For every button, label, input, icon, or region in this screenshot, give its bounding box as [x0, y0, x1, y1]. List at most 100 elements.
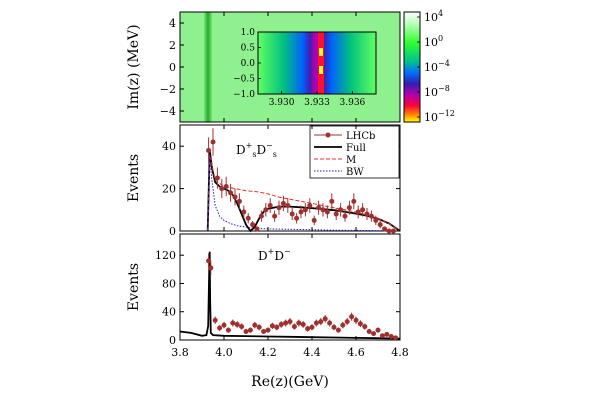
dsds-data-point: [386, 228, 392, 234]
dsds-data-point: [254, 226, 260, 232]
x-tick-label: 4.0: [215, 346, 233, 359]
dd-data-point: [313, 319, 319, 327]
dd-data-point: [274, 324, 280, 331]
legend-label-lhcb: LHCb: [346, 131, 375, 142]
inset-pole-lower: [319, 66, 323, 74]
dd-data-point: [239, 323, 245, 330]
legend-label-full: Full: [346, 143, 366, 154]
dsds-data-point: [280, 195, 286, 212]
dsds-curve-bw: [207, 154, 401, 232]
inset-x-tick-label: 3.930: [269, 98, 295, 108]
dd-data-point: [322, 314, 328, 323]
dd-y-tick-label: 40: [162, 306, 176, 319]
dd-data-point: [357, 320, 363, 328]
dsds-data-point: [329, 193, 335, 210]
heatmap-y-tick-label: 4: [169, 17, 176, 30]
inset-y-tick-label: −0.5: [233, 75, 255, 85]
dd-data-point: [221, 321, 227, 329]
dsds-data-point: [276, 200, 282, 215]
dd-y-ticks: 120 80 40 0: [155, 249, 400, 347]
dd-data-point: [388, 333, 394, 339]
x-tick-label: 3.8: [171, 346, 189, 359]
legend-label-m: M: [346, 155, 356, 166]
heatmap-y-tick-label: 0: [169, 61, 176, 74]
dsds-data-point: [320, 203, 326, 217]
dd-data-point: [206, 253, 212, 269]
dsds-data-point: [360, 203, 366, 217]
inset-map: [258, 32, 376, 94]
dd-data-point: [243, 329, 249, 335]
dd-data-point: [212, 316, 218, 324]
x-tick-label: 4.6: [347, 346, 365, 359]
dd-y-tick-label: 120: [155, 249, 176, 262]
dsds-data-point: [289, 208, 295, 221]
dsds-data-point: [382, 226, 388, 232]
x-tick-label: 4.8: [391, 346, 409, 359]
colorbar-ticks: 104 100 10−4 10−8 10−12: [417, 9, 455, 124]
dsds-data-point: [236, 193, 242, 210]
dd-data-point: [230, 319, 236, 327]
inset-core-line: [318, 32, 324, 94]
dsds-data-point: [302, 203, 308, 217]
x-axis-label: Re(z)(GeV): [251, 374, 329, 390]
dsds-data-points: [206, 128, 396, 234]
inset-y-tick-label: 1.0: [241, 28, 256, 38]
dsds-data-point: [307, 198, 313, 213]
dd-data-point: [261, 329, 267, 335]
dsds-data-point: [272, 210, 278, 222]
inset-x-tick-label: 3.933: [304, 98, 330, 108]
dd-data-point: [278, 321, 284, 328]
dsds-data-point: [351, 193, 357, 210]
dd-data-point: [371, 331, 377, 337]
inset-y-tick-label: 0.5: [241, 44, 256, 54]
dd-data-point: [353, 316, 359, 324]
inset-y-ticks: 1.0 0.5 0.0 −0.5 −1.0: [233, 28, 261, 100]
dsds-data-point: [214, 167, 220, 189]
dd-data-point: [225, 327, 231, 333]
inset-pole-upper: [319, 48, 323, 56]
dd-data-point: [256, 324, 262, 331]
dsds-data-point: [355, 205, 361, 219]
dd-data-point: [309, 324, 315, 331]
dd-data-point: [349, 312, 355, 321]
dd-data-point: [217, 325, 223, 331]
dd-data-point: [366, 329, 372, 335]
dsds-y-ticks: 40 20 0: [162, 140, 400, 238]
dsds-data-point: [219, 179, 225, 199]
dsds-data-point: [333, 208, 339, 221]
dd-data-point: [296, 319, 302, 327]
dsds-data-point: [311, 215, 317, 226]
dsds-data-point: [258, 210, 264, 222]
dd-annotation: D+D−: [258, 247, 291, 263]
dd-y-tick-label: 80: [162, 277, 176, 290]
dsds-data-point: [206, 137, 212, 164]
inset-x-tick-label: 3.936: [340, 98, 366, 108]
dd-data-point: [287, 318, 293, 326]
dsds-data-point: [294, 213, 300, 224]
x-tick-label: 4.4: [303, 346, 321, 359]
dsds-data-point: [368, 210, 374, 222]
dsds-ylabel: Events: [126, 154, 142, 202]
legend-entry-lhcb: LHCb: [314, 131, 375, 142]
colorbar-tick-label: 10−12: [424, 109, 455, 124]
colorbar: 104 100 10−4 10−8 10−12: [403, 9, 455, 124]
dsds-data-point: [390, 228, 396, 234]
colorbar-tick-label: 104: [424, 9, 443, 24]
x-tick-label: 4.2: [259, 346, 277, 359]
colorbar-tick-label: 10−8: [424, 84, 450, 99]
dsds-data-point: [210, 128, 216, 156]
dsds-data-point: [373, 215, 379, 226]
heatmap-inset: 1.0 0.5 0.0 −0.5 −1.0 3.930 3.933 3.936: [233, 28, 377, 108]
dd-data-point: [300, 321, 306, 328]
colorbar-tick-label: 10−4: [424, 59, 450, 74]
dd-data-points: [206, 253, 399, 341]
heatmap-y-ticks: 4 2 0 −2 −4: [160, 17, 184, 118]
dsds-data-point: [241, 205, 247, 219]
dsds-data-point: [377, 220, 383, 229]
legend-entry-m: M: [314, 155, 356, 166]
legend: LHCb Full M BW: [309, 125, 400, 179]
dsds-data-point: [316, 200, 322, 215]
dsds-y-tick-label: 0: [169, 225, 176, 238]
